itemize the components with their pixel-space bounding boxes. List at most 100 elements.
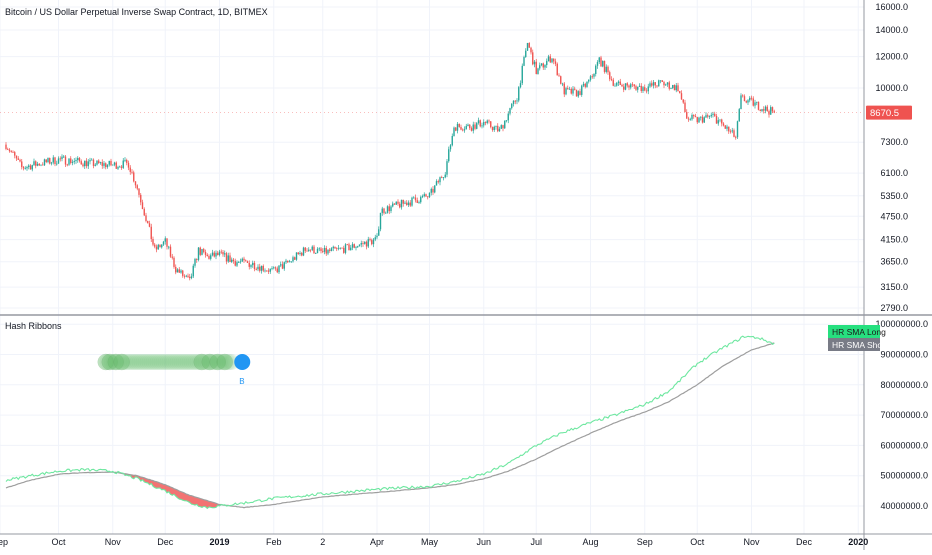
- candle-body: [574, 88, 576, 90]
- candle-body: [234, 261, 236, 266]
- capitulation-dot: [169, 354, 186, 370]
- time-tick-label: Sep: [637, 537, 653, 547]
- time-tick-label: Jun: [476, 537, 491, 547]
- price-badge-bg: [866, 105, 912, 120]
- candle-body: [78, 158, 81, 162]
- price-tick-label: 16000.0: [875, 2, 908, 12]
- candle-body: [507, 113, 509, 121]
- candle-body: [722, 123, 725, 126]
- capitulation-dot: [109, 354, 126, 370]
- candle-body: [682, 99, 684, 103]
- candle-body: [106, 164, 109, 168]
- candle-body: [617, 81, 620, 83]
- candle-body: [358, 244, 361, 247]
- candle-body: [483, 122, 485, 126]
- candle-body: [439, 177, 441, 183]
- candle-body: [404, 202, 406, 204]
- candle-body: [255, 269, 257, 270]
- capitulation-dot: [127, 354, 144, 370]
- candle-body: [414, 197, 417, 201]
- candle-body: [182, 270, 184, 276]
- candle-body: [684, 102, 686, 113]
- candle-body: [773, 111, 775, 113]
- capitulation-dot: [161, 354, 178, 370]
- time-tick-label: Nov: [743, 537, 760, 547]
- candle-body: [735, 136, 737, 138]
- candle-body: [21, 161, 23, 167]
- legend-short-bg: [828, 338, 880, 351]
- candle-body: [397, 201, 399, 204]
- candle-body: [386, 206, 389, 213]
- candle-body: [488, 120, 490, 122]
- candle-body: [472, 124, 474, 131]
- price-axis[interactable]: 16000.0 14000.0 12000.0 10000.0 7300.0 6100.0…: [875, 2, 908, 313]
- candle-body: [252, 262, 254, 266]
- candle-body: [708, 116, 711, 117]
- capitulation-dot: [117, 354, 134, 370]
- time-axis[interactable]: Sep Oct Nov Dec 2019 Feb 2 Apr May Jun Jul Aug Sep Oc…: [0, 537, 868, 547]
- price-tick-label: 2790.0: [880, 303, 908, 313]
- candle-body: [5, 144, 7, 149]
- candle-body: [724, 125, 726, 129]
- candle-body: [224, 253, 226, 255]
- hash-tick-label: 90000000.0: [880, 350, 928, 360]
- candle-body: [558, 75, 560, 77]
- candle-body: [162, 241, 165, 245]
- capitulation-dot: [155, 354, 172, 370]
- candle-body: [491, 127, 494, 131]
- capitulation-dot: [143, 354, 160, 370]
- capitulation-dot: [131, 354, 148, 370]
- candle-body: [451, 136, 453, 146]
- candle-body: [351, 244, 354, 248]
- candle-body: [10, 151, 12, 153]
- capitulation-dot: [153, 354, 170, 370]
- candle-body: [595, 65, 597, 75]
- candle-body: [337, 247, 340, 249]
- candle-body: [350, 247, 352, 251]
- candle-body: [528, 43, 530, 48]
- hash-tick-label: 70000000.0: [880, 410, 928, 420]
- candle-body: [231, 259, 233, 263]
- candle-body: [85, 160, 88, 167]
- candle-body: [273, 267, 275, 269]
- candle-body: [355, 247, 357, 248]
- candle-body: [743, 96, 746, 102]
- candle-body: [719, 119, 721, 121]
- candle-body: [119, 166, 121, 168]
- capitulation-dot: [205, 354, 222, 370]
- candle-body: [672, 84, 674, 89]
- candle-body: [299, 252, 301, 255]
- capitulation-dot: [219, 354, 236, 370]
- candle-body: [427, 196, 429, 198]
- candle-body: [645, 90, 648, 92]
- candle-body: [500, 125, 502, 129]
- candle-body: [493, 126, 495, 131]
- candle-body: [745, 101, 747, 103]
- gridlines: [0, 0, 864, 534]
- candle-body: [542, 63, 544, 68]
- capitulation-dot: [113, 354, 130, 370]
- candle-body: [155, 246, 158, 250]
- candle-body: [169, 246, 172, 257]
- candle-body: [481, 125, 483, 127]
- candle-body: [28, 165, 30, 168]
- candle-body: [285, 260, 287, 263]
- candle-body: [729, 131, 732, 133]
- candle-body: [73, 161, 75, 162]
- candle-body: [721, 119, 723, 124]
- capitulation-dot: [97, 354, 114, 370]
- time-tick-label: Dec: [157, 537, 174, 547]
- candle-body: [257, 266, 259, 270]
- hash-axis[interactable]: 40000000.0 50000000.0 60000000.0 70000000.0…: [875, 319, 928, 511]
- candle-body: [126, 159, 128, 163]
- candle-body: [728, 126, 730, 132]
- series-hr-sma-short: [5, 342, 775, 509]
- candle-body: [726, 126, 728, 129]
- candle-body: [292, 257, 294, 262]
- candle-body: [124, 159, 126, 161]
- candle-body: [623, 86, 625, 90]
- candle-body: [327, 249, 329, 254]
- candle-body: [570, 88, 572, 94]
- capitulation-dot: [211, 354, 228, 370]
